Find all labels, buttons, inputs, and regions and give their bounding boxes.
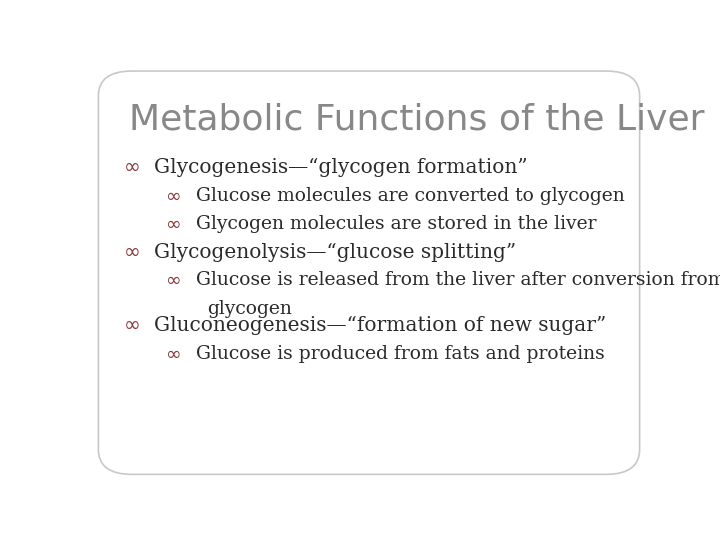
Text: Glycogenesis—“glycogen formation”: Glycogenesis—“glycogen formation” [154,158,528,178]
Text: Glycogen molecules are stored in the liver: Glycogen molecules are stored in the liv… [196,215,596,233]
Text: ∞: ∞ [166,215,182,234]
Text: ∞: ∞ [123,316,140,335]
Text: ∞: ∞ [166,187,182,206]
Text: ∞: ∞ [166,272,182,291]
Text: Glucose is released from the liver after conversion from: Glucose is released from the liver after… [196,272,720,289]
Text: glycogen: glycogen [207,300,292,318]
Text: ∞: ∞ [166,345,182,363]
FancyBboxPatch shape [99,71,639,474]
Text: Metabolic Functions of the Liver: Metabolic Functions of the Liver [129,102,705,136]
Text: Glycogenolysis—“glucose splitting”: Glycogenolysis—“glucose splitting” [154,243,516,262]
Text: ∞: ∞ [123,243,140,262]
Text: Glucose is produced from fats and proteins: Glucose is produced from fats and protei… [196,345,605,363]
Text: Glucose molecules are converted to glycogen: Glucose molecules are converted to glyco… [196,187,625,205]
Text: ∞: ∞ [123,158,140,177]
Text: Gluconeogenesis—“formation of new sugar”: Gluconeogenesis—“formation of new sugar” [154,316,606,335]
